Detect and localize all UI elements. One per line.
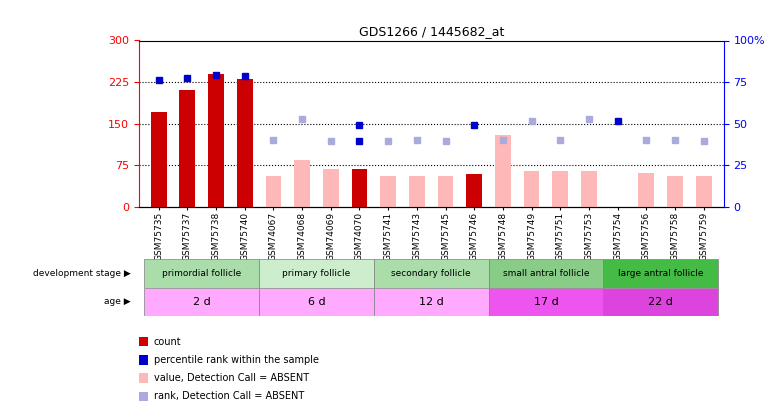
Bar (294, 160, 310, 207)
Bar (323, 169, 339, 207)
Bar (437, 176, 454, 207)
Bar (667, 176, 683, 207)
Bar (144, 288, 259, 316)
Text: 22 d: 22 d (648, 297, 673, 307)
Text: 2 d: 2 d (192, 297, 210, 307)
Bar (373, 259, 489, 288)
Bar (144, 259, 259, 288)
Bar (380, 176, 396, 207)
Text: development stage ▶: development stage ▶ (33, 269, 131, 278)
Text: large antral follicle: large antral follicle (618, 269, 704, 278)
Bar (259, 288, 373, 316)
Bar (495, 134, 511, 207)
Bar (467, 175, 482, 207)
Bar (259, 259, 373, 288)
Bar (552, 171, 568, 207)
Bar (638, 173, 654, 207)
Text: 17 d: 17 d (534, 297, 558, 307)
Bar (266, 176, 281, 207)
Text: percentile rank within the sample: percentile rank within the sample (154, 355, 319, 365)
Bar (208, 74, 224, 207)
Text: age ▶: age ▶ (104, 297, 131, 306)
Title: GDS1266 / 1445682_at: GDS1266 / 1445682_at (359, 25, 504, 38)
Bar (237, 79, 253, 207)
Text: 12 d: 12 d (419, 297, 444, 307)
Bar (604, 288, 718, 316)
Text: value, Detection Call = ABSENT: value, Detection Call = ABSENT (154, 373, 309, 383)
Bar (151, 113, 166, 207)
Bar (373, 288, 489, 316)
Text: primordial follicle: primordial follicle (162, 269, 241, 278)
Bar (352, 169, 367, 207)
Bar (581, 171, 597, 207)
Bar (179, 90, 196, 207)
Bar (409, 176, 425, 207)
Bar (604, 259, 718, 288)
Text: primary follicle: primary follicle (283, 269, 350, 278)
Bar (489, 259, 604, 288)
Bar (696, 176, 711, 207)
Text: rank, Detection Call = ABSENT: rank, Detection Call = ABSENT (154, 391, 304, 401)
Bar (489, 288, 604, 316)
Bar (524, 171, 540, 207)
Text: secondary follicle: secondary follicle (391, 269, 471, 278)
Text: small antral follicle: small antral follicle (503, 269, 589, 278)
Text: 6 d: 6 d (308, 297, 325, 307)
Text: count: count (154, 337, 182, 347)
